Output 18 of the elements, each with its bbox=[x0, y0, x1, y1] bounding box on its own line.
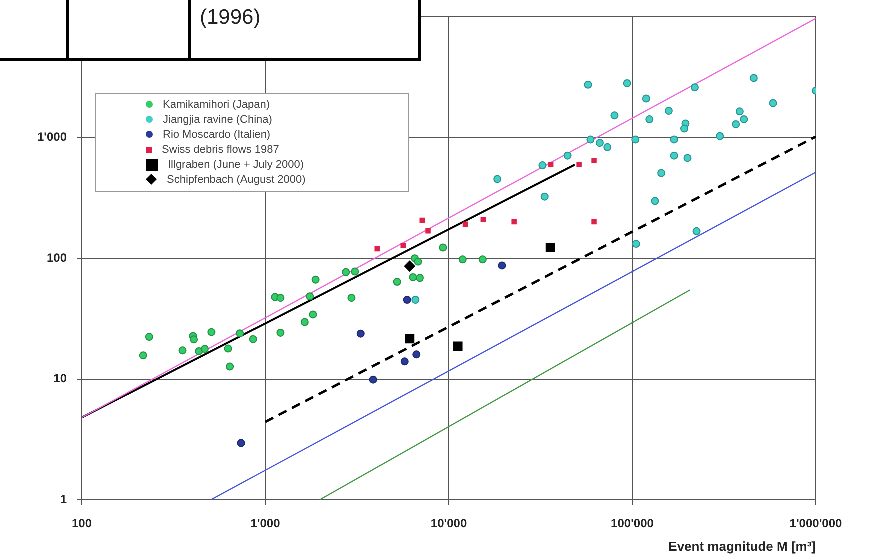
legend-label: Jiangjia ravine (China) bbox=[163, 114, 272, 126]
y-tick-label: 1 bbox=[60, 492, 68, 506]
table-fragment: (1996) bbox=[0, 0, 421, 61]
x-tick-label: 100'000 bbox=[611, 516, 654, 531]
legend-label: Rio Moscardo (Italien) bbox=[163, 128, 271, 140]
legend-label: Kamikamihori (Japan) bbox=[163, 98, 270, 110]
x-tick-label: 100 bbox=[72, 516, 92, 531]
x-tick-label: 1'000 bbox=[250, 516, 281, 531]
legend-label: Schipfenbach (August 2000) bbox=[167, 174, 306, 186]
y-tick-label: 10 bbox=[54, 372, 68, 386]
x-axis-title: Event magnitude M [m³] bbox=[668, 538, 816, 554]
y-tick-label: 100 bbox=[46, 250, 68, 265]
legend-label: Illgraben (June + July 2000) bbox=[168, 158, 304, 170]
x-tick-label: 10'000 bbox=[430, 516, 468, 531]
legend-label: Swiss debris flows 1987 bbox=[162, 144, 280, 156]
x-tick-label: 1'000'000 bbox=[790, 516, 843, 531]
y-tick-label: 1'000 bbox=[37, 130, 68, 144]
annotation: (1996) bbox=[200, 6, 261, 30]
